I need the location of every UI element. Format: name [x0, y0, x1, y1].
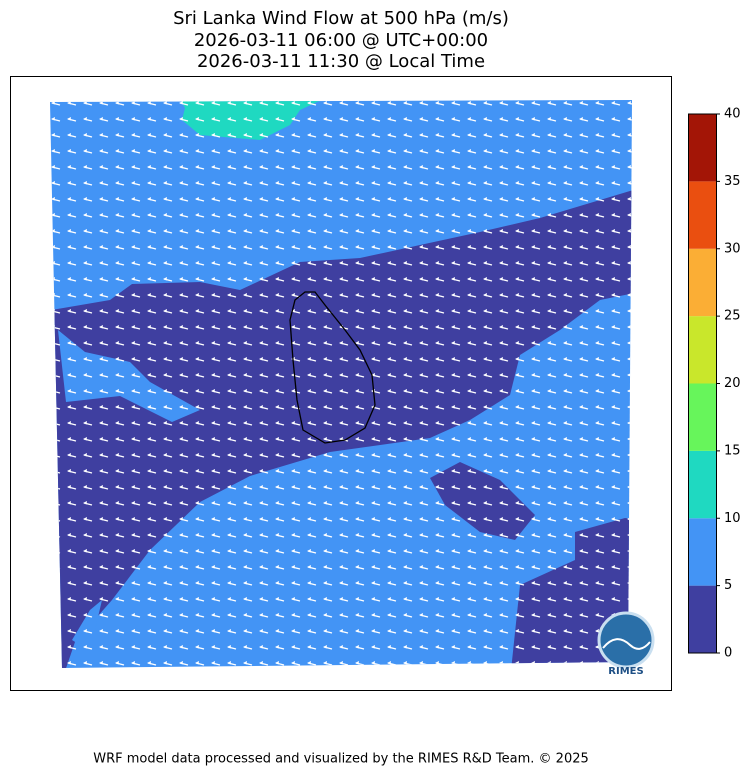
colorbar-segment: [688, 383, 716, 451]
logo-wave: [602, 638, 651, 650]
colorbar-segment: [688, 585, 716, 653]
colorbar-segment: [688, 518, 716, 586]
subtitle: 2026-03-11 11:30 @ Local Time: [197, 51, 485, 72]
footer: WRF model data processed and visualized …: [93, 752, 589, 767]
wind-vectors: [50, 100, 632, 668]
colorbar-segment: [688, 450, 716, 519]
sri-lanka-coastline: [289, 291, 376, 444]
colorbar-tick-label: 40: [724, 107, 741, 122]
colorbar-segment: [688, 114, 716, 182]
map-frame: [10, 76, 672, 691]
colorbar-tick-label: 5: [724, 578, 732, 593]
colorbar-tick-label: 10: [724, 511, 741, 526]
logo-text: RIMES: [608, 666, 643, 677]
title: Sri Lanka Wind Flow at 500 hPa (m/s): [173, 8, 509, 29]
colorbar-tick-label: 20: [724, 376, 741, 391]
colorbar-tick-label: 35: [724, 174, 741, 189]
subtitle: 2026-03-11 06:00 @ UTC+00:00: [194, 30, 488, 51]
logo-emblem: [597, 611, 655, 669]
logo: RIMES: [597, 611, 655, 677]
map: [50, 100, 632, 668]
colorbar: 0 5 10 15 20 25 30 35 40: [688, 107, 741, 661]
colorbar-tick-label: 25: [724, 309, 741, 324]
colorbar-segment: [688, 181, 716, 249]
colorbar-tick-label: 0: [724, 646, 732, 661]
colorbar-tick-label: 30: [724, 241, 741, 256]
colorbar-tick-label: 15: [724, 443, 741, 458]
colorbar-segment: [688, 316, 716, 384]
colorbar-segment: [688, 248, 716, 317]
